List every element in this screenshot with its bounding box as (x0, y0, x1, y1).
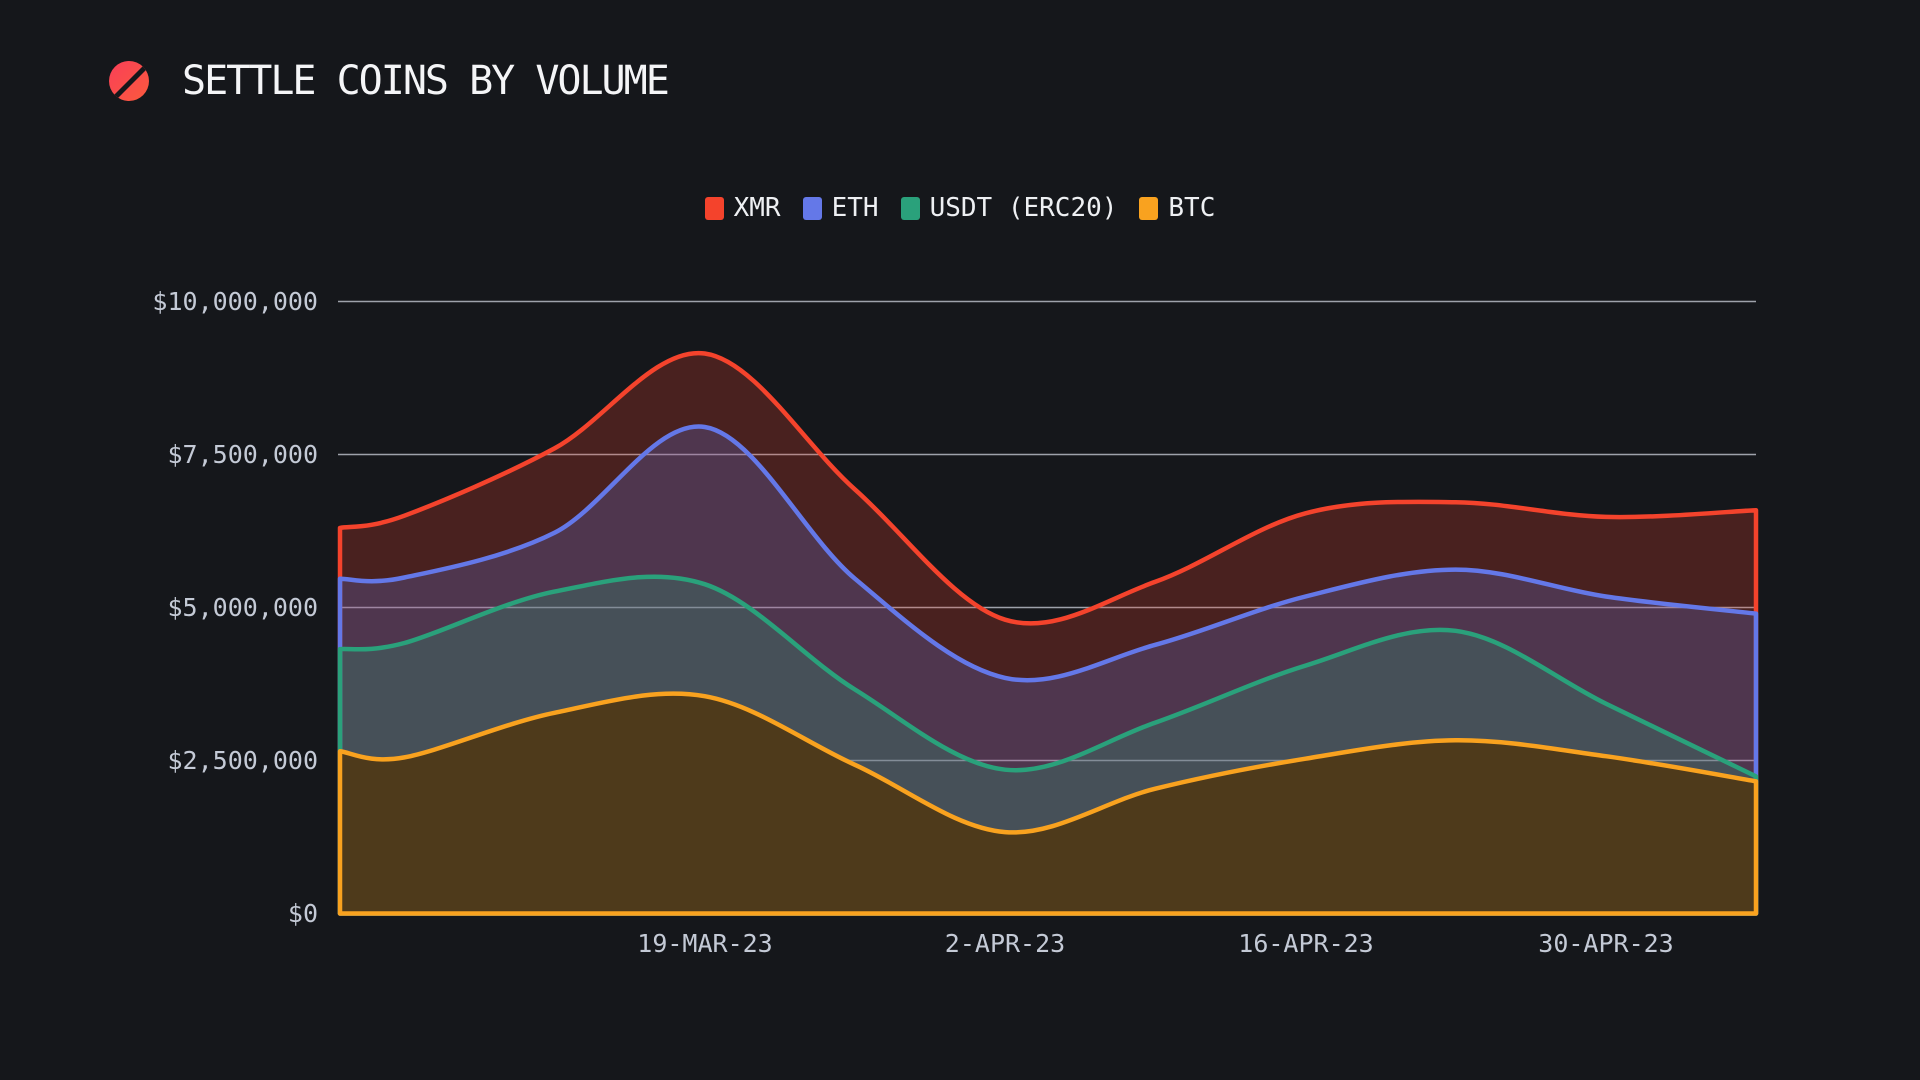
page-header: SETTLE COINS BY VOLUME (109, 57, 670, 105)
btc-swatch-icon (1139, 197, 1159, 220)
y-axis-tick-label: $10,000,000 (152, 287, 318, 316)
eth-swatch-icon (802, 197, 822, 220)
legend-label: USDT (ERC20) (929, 193, 1118, 223)
usdt-swatch-icon (900, 197, 920, 220)
legend-label: XMR (733, 193, 781, 223)
legend-item-xmr[interactable]: XMR (704, 193, 781, 223)
area-series (337, 350, 1759, 916)
legend-item-usdt-erc20[interactable]: USDT (ERC20) (900, 193, 1118, 223)
x-axis-tick-label: 16-APR-23 (1238, 929, 1374, 958)
legend-label: BTC (1168, 193, 1216, 223)
xmr-swatch-icon (704, 197, 724, 220)
area-btc (337, 691, 1759, 916)
y-axis-tick-label: $7,500,000 (167, 440, 318, 469)
x-axis-tick-label: 30-APR-23 (1538, 929, 1674, 958)
legend-item-btc[interactable]: BTC (1139, 193, 1216, 223)
page-title: SETTLE COINS BY VOLUME (182, 58, 670, 104)
chart-legend: XMR ETH USDT (ERC20) BTC (0, 193, 1920, 223)
legend-item-eth[interactable]: ETH (802, 193, 879, 223)
x-axis-tick-label: 2-APR-23 (944, 929, 1066, 958)
brand-logo-icon (109, 61, 149, 101)
y-axis-tick-label: $0 (287, 899, 318, 928)
y-axis-tick-label: $2,500,000 (167, 746, 318, 775)
x-axis-tick-label: 19-MAR-23 (637, 929, 773, 958)
legend-label: ETH (831, 193, 879, 223)
y-axis-tick-label: $5,000,000 (167, 593, 318, 622)
